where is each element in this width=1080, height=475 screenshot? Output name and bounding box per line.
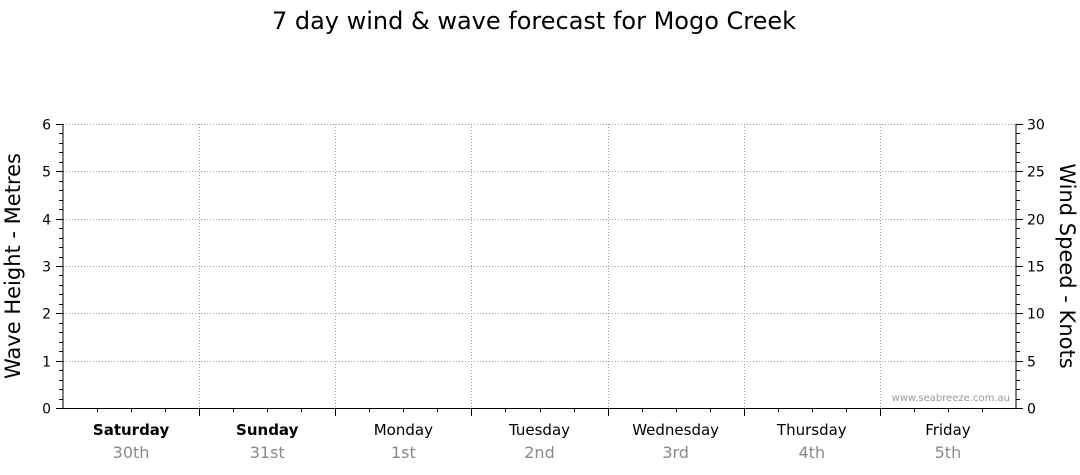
- left-tick-label: 3: [42, 260, 51, 276]
- left-axis-title: Wave Height - Metres: [1, 153, 25, 379]
- day-name-label: Wednesday: [632, 421, 719, 439]
- grid-lines: [63, 124, 1016, 362]
- right-tick-label: 5: [1027, 355, 1036, 371]
- left-tick-label: 1: [42, 355, 51, 371]
- day-name-label: Friday: [925, 421, 971, 439]
- day-name-label: Thursday: [776, 421, 847, 439]
- right-tick-label: 0: [1027, 402, 1036, 418]
- day-date-label: 1st: [391, 443, 416, 462]
- day-date-label: 4th: [798, 443, 825, 462]
- day-name-label: Sunday: [236, 421, 299, 439]
- right-tick-label: 10: [1027, 307, 1045, 323]
- watermark: www.seabreeze.com.au: [892, 393, 1010, 404]
- day-name-label: Tuesday: [508, 421, 570, 439]
- left-tick-label: 5: [42, 165, 51, 181]
- day-date-label: 30th: [113, 443, 150, 462]
- left-tick-label: 0: [42, 402, 51, 418]
- day-date-label: 31st: [250, 443, 285, 462]
- right-axis-ticks: 0 5 10 15 20 25 30: [1016, 118, 1045, 418]
- day-dividers: [199, 124, 881, 408]
- day-date-label: 5th: [935, 443, 962, 462]
- right-axis-title: Wind Speed - Knots: [1055, 163, 1079, 368]
- chart-title: 7 day wind & wave forecast for Mogo Cree…: [272, 7, 796, 35]
- left-tick-label: 2: [42, 307, 51, 323]
- right-tick-label: 15: [1027, 260, 1045, 276]
- left-tick-label: 4: [42, 213, 51, 229]
- day-name-label: Monday: [374, 421, 433, 439]
- left-axis-ticks: 0 1 2 3 4 5 6: [42, 118, 63, 418]
- day-date-label: 3rd: [662, 443, 689, 462]
- day-date-label: 2nd: [524, 443, 554, 462]
- x-axis-ticks: [97, 408, 983, 416]
- right-tick-label: 30: [1027, 118, 1045, 134]
- day-labels: Saturday 30th Sunday 31st Monday 1st Tuesday 2n…: [93, 421, 971, 462]
- left-tick-label: 6: [42, 118, 51, 134]
- day-name-label: Saturday: [93, 421, 170, 439]
- right-tick-label: 25: [1027, 165, 1045, 181]
- right-tick-label: 20: [1027, 213, 1045, 229]
